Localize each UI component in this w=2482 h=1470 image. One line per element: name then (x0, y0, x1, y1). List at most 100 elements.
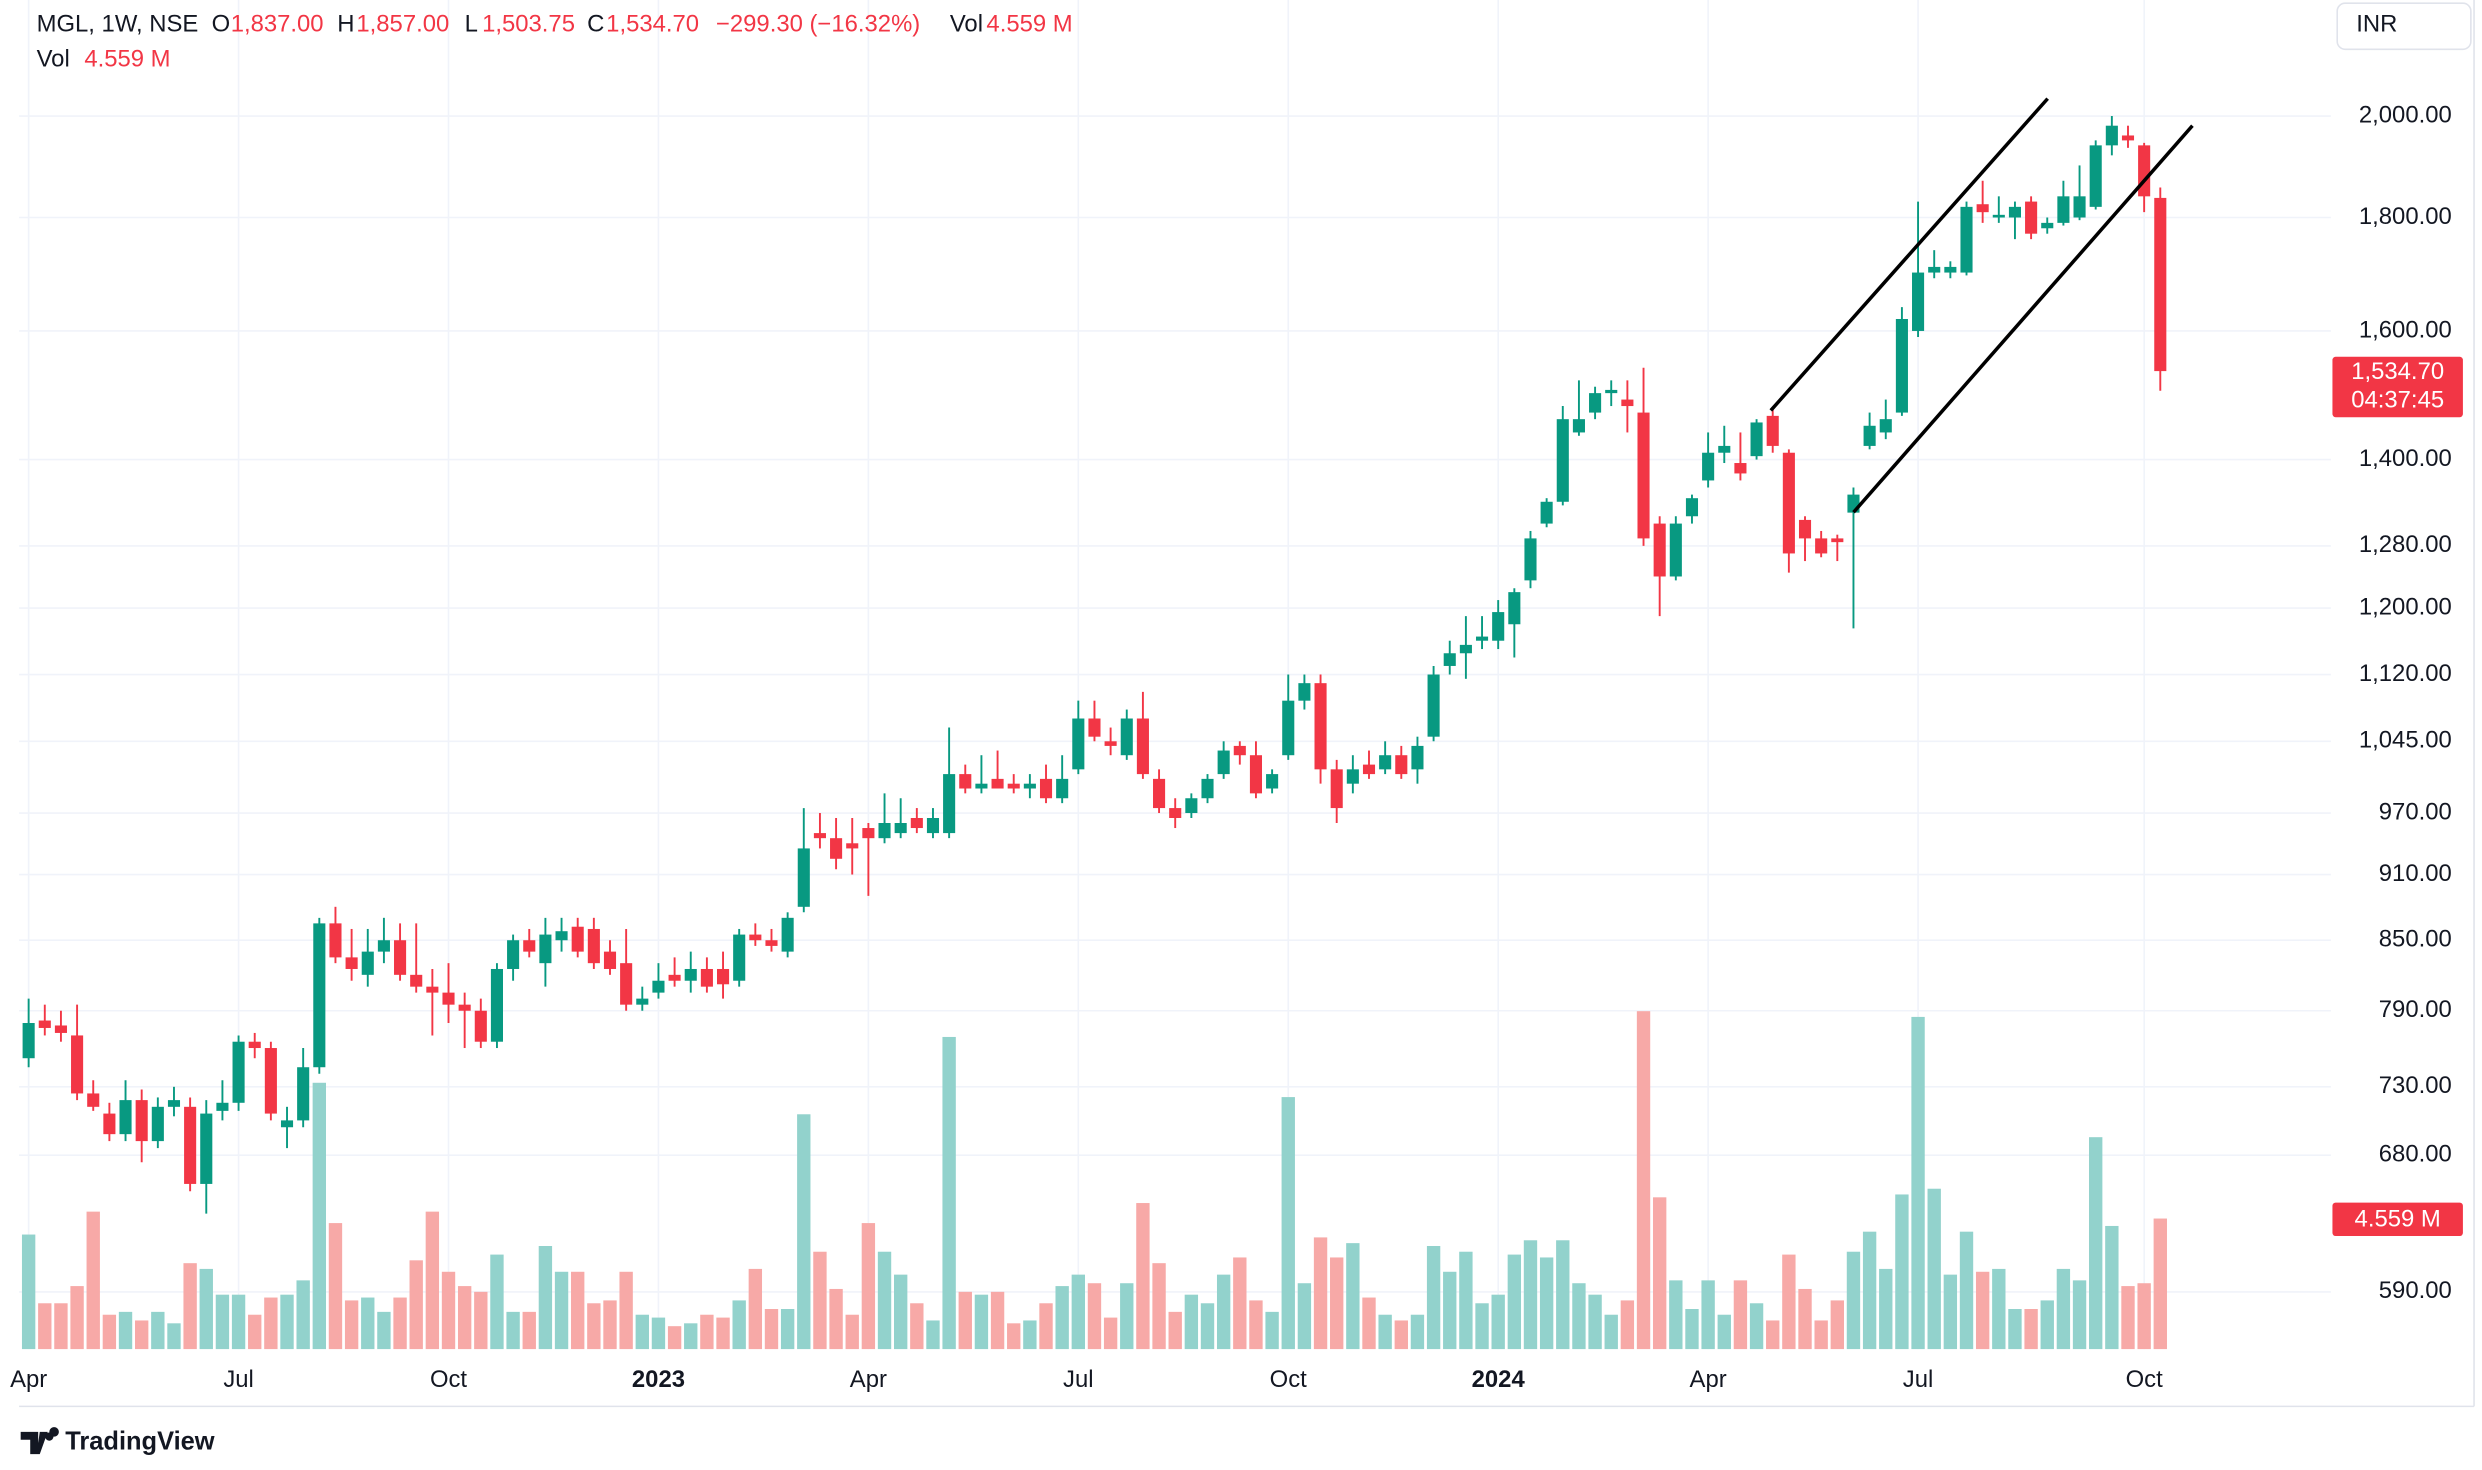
y-tick-label: 1,400.00 (2359, 445, 2452, 472)
candle-body (1766, 415, 1779, 446)
candle-body (830, 838, 843, 859)
candle-body (1346, 769, 1359, 784)
candle-body (167, 1100, 181, 1107)
volume-bar (1749, 1303, 1764, 1350)
change: −299.30 (−16.32%) (716, 11, 920, 38)
volume-bar (1620, 1300, 1635, 1350)
volume-bar (344, 1300, 359, 1350)
volume-bar (2153, 1218, 2167, 1350)
candle-body (1960, 206, 1973, 273)
candle-body (1605, 389, 1618, 394)
volume-bar (1669, 1280, 1683, 1350)
volume-bar (102, 1314, 117, 1350)
volume-bar (2040, 1300, 2054, 1350)
candle-body (22, 1023, 35, 1059)
candle-body (2025, 201, 2038, 234)
candle-body (394, 940, 407, 975)
candle-body (1718, 445, 1731, 453)
low: 1,503.75 (482, 11, 575, 38)
trend-line (1852, 124, 2194, 514)
candle-body (2105, 125, 2118, 146)
candle-body (345, 957, 358, 969)
volume-bar (1943, 1274, 1958, 1350)
candle-body (1411, 745, 1424, 770)
volume-bar (1394, 1320, 1408, 1350)
volume-bar (134, 1320, 149, 1350)
volume-bar (910, 1303, 924, 1350)
volume-bar (1862, 1231, 1877, 1350)
symbol: MGL, 1W, NSE (37, 11, 199, 38)
candle-body (71, 1035, 84, 1094)
volume-bar (2089, 1137, 2103, 1350)
volume-bar (877, 1251, 892, 1350)
volume-bar (1330, 1257, 1344, 1350)
volume-bar (1475, 1303, 1489, 1350)
volume-bar (1362, 1297, 1376, 1350)
candle-body (1944, 266, 1957, 273)
candle-body (1007, 783, 1020, 789)
open-label: O (212, 11, 231, 38)
candle-body (2041, 222, 2054, 229)
candle-body (1443, 653, 1456, 666)
volume-bar (312, 1082, 327, 1350)
volume-bar (506, 1311, 520, 1350)
volume-bar (425, 1211, 440, 1350)
volume-bar (974, 1294, 989, 1350)
volume-bar (797, 1114, 811, 1350)
candle-body (1153, 778, 1166, 809)
candle-body (1427, 674, 1440, 737)
candle-body (1831, 538, 1844, 543)
candle-body (797, 848, 810, 907)
volume-bar (167, 1323, 181, 1350)
volume-bar (1346, 1243, 1360, 1350)
currency-box[interactable] (2336, 2, 2472, 51)
y-tick-label: 1,120.00 (2359, 660, 2452, 687)
volume-bar (700, 1314, 714, 1350)
volume-bar (1992, 1268, 2006, 1350)
y-tick-label: 970.00 (2379, 798, 2452, 825)
candle-body (1249, 755, 1263, 794)
volume-bar (86, 1211, 100, 1350)
candle-body (151, 1106, 164, 1142)
candle-body (1540, 501, 1553, 524)
candle-body (813, 833, 826, 839)
candle-body (1685, 498, 1699, 517)
volume-bar (1766, 1320, 1780, 1350)
vol-label: Vol (950, 11, 983, 38)
candle-body (975, 783, 988, 789)
volume-bar (893, 1274, 908, 1350)
x-tick-label: Apr (850, 1366, 887, 1393)
candle-body (749, 934, 762, 941)
candle-body (1298, 683, 1311, 701)
vol-label: Vol (37, 46, 70, 73)
volume-bar (1426, 1246, 1441, 1350)
candle-body (1056, 778, 1069, 799)
volume-bar (942, 1036, 956, 1350)
candle-body (959, 774, 972, 789)
candle-body (1475, 636, 1489, 641)
candle-body (87, 1093, 100, 1107)
volume-bar (377, 1311, 391, 1350)
candle-body (1621, 399, 1634, 407)
low-label: L (465, 11, 478, 38)
candle-body (1702, 452, 1715, 481)
candle-body (1023, 783, 1036, 789)
volume-bar (264, 1297, 278, 1350)
candle-body (1992, 214, 2005, 218)
volume-label: 4.559 M (2355, 1205, 2441, 1232)
volume-bar (1523, 1240, 1538, 1350)
vol: 4.559 M (84, 46, 170, 73)
volume-bar (1782, 1254, 1796, 1350)
candle-body (926, 818, 940, 834)
volume-bar (1507, 1254, 1522, 1350)
volume-bar (1055, 1286, 1069, 1350)
volume-bar (21, 1234, 36, 1350)
candle-body (1379, 755, 1392, 770)
volume-bar (328, 1223, 343, 1350)
volume-bar (54, 1303, 68, 1350)
logo-dot (45, 1432, 54, 1441)
volume-bar (1233, 1257, 1247, 1350)
volume-pane (21, 1011, 2167, 1350)
x-tick-label: Apr (10, 1366, 47, 1393)
